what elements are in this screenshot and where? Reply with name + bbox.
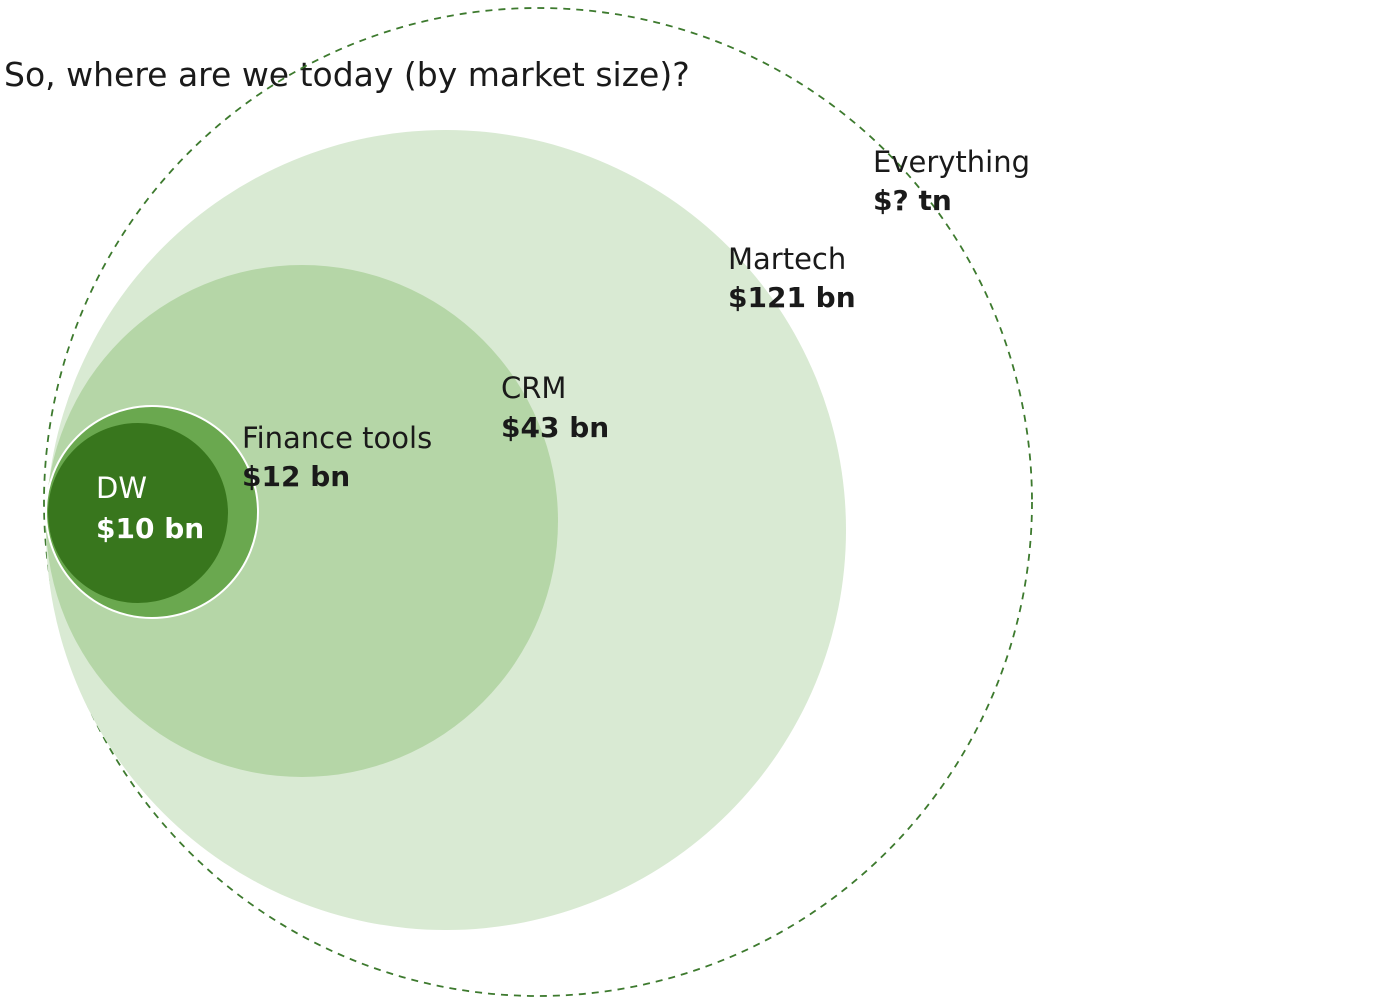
label-dw-value: $10 bn [96, 512, 204, 545]
label-everything: Everything $? tn [873, 145, 1030, 217]
label-martech-value: $121 bn [728, 281, 856, 314]
circle-dw [48, 423, 228, 603]
diagram-title: So, where are we today (by market size)? [4, 55, 690, 94]
label-crm: CRM $43 bn [501, 371, 609, 444]
circle-everything [43, 7, 1033, 997]
label-everything-value: $? tn [873, 184, 952, 217]
label-dw-name: DW [96, 471, 147, 505]
circle-crm [46, 265, 558, 777]
label-finance-tools-name: Finance tools [242, 421, 432, 455]
label-martech-name: Martech [728, 242, 846, 276]
label-crm-value: $43 bn [501, 411, 609, 444]
label-everything-name: Everything [873, 145, 1030, 179]
label-finance-tools: Finance tools $12 bn [242, 421, 432, 493]
label-finance-tools-value: $12 bn [242, 460, 350, 493]
label-crm-name: CRM [501, 371, 566, 405]
label-dw: DW $10 bn [96, 471, 204, 545]
label-martech: Martech $121 bn [728, 242, 856, 314]
